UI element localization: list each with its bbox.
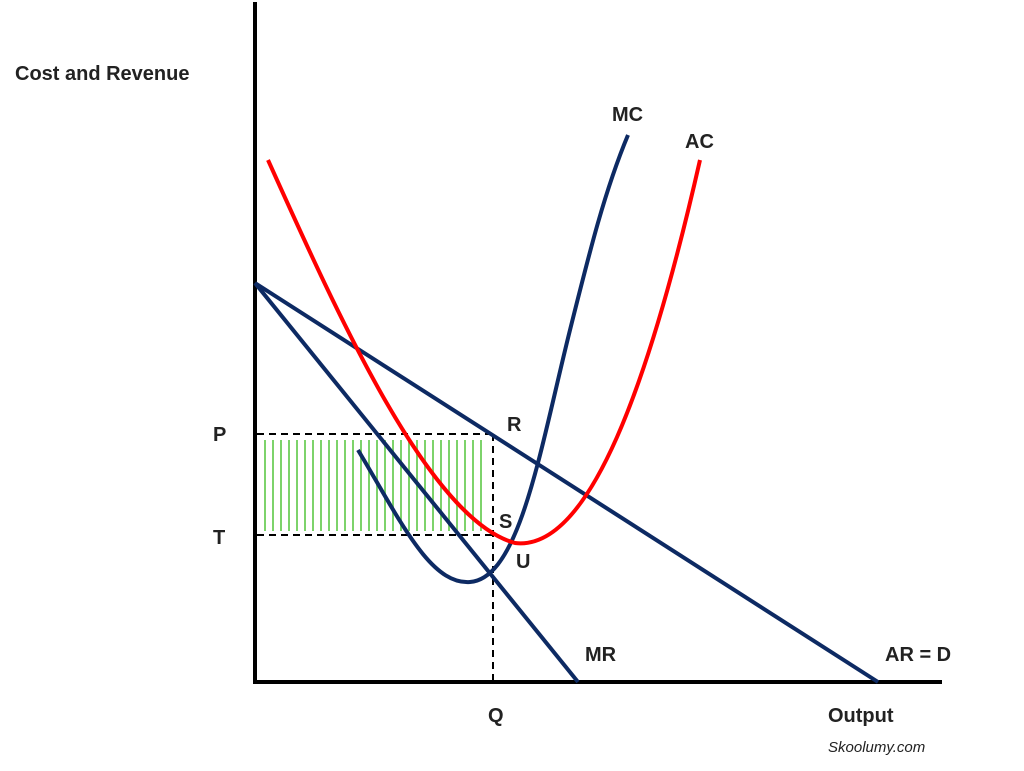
mc-curve bbox=[356, 134, 630, 585]
y-axis-label: Cost and Revenue bbox=[15, 63, 189, 85]
ar-label: AR = D bbox=[885, 644, 951, 666]
mr-label: MR bbox=[585, 644, 617, 666]
guide-lines bbox=[257, 433, 494, 682]
ac-curve bbox=[266, 159, 702, 546]
profit-area bbox=[264, 440, 482, 531]
mc-label: MC bbox=[612, 104, 643, 126]
s-label: S bbox=[499, 511, 512, 533]
credit: Skoolumy.com bbox=[828, 739, 925, 756]
u-label: U bbox=[516, 551, 530, 573]
p-label: P bbox=[213, 424, 226, 446]
r-label: R bbox=[507, 414, 522, 436]
t-label: T bbox=[213, 527, 225, 549]
q-label: Q bbox=[488, 705, 504, 727]
x-axis-label: Output bbox=[828, 705, 894, 727]
ac-label: AC bbox=[685, 131, 714, 153]
mr-curve bbox=[253, 281, 580, 684]
